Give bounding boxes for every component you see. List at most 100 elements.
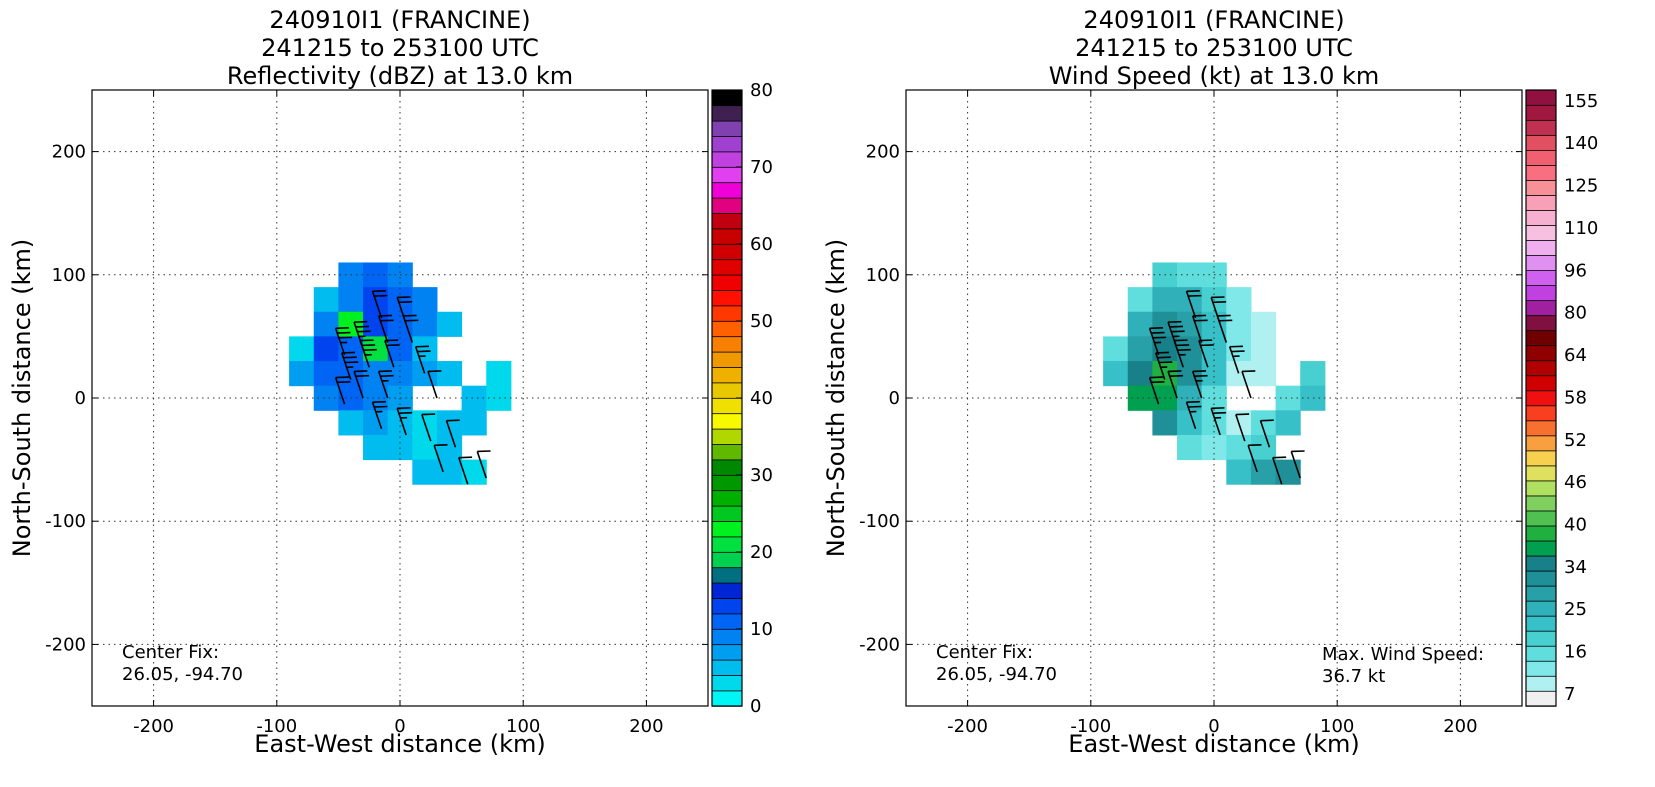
field-cell — [436, 311, 463, 337]
field-cell — [1226, 434, 1252, 461]
wind-barb — [433, 444, 448, 473]
wind-barb-staff — [359, 340, 370, 368]
x-tick-label: 100 — [506, 716, 540, 737]
wind-barb — [1173, 339, 1191, 368]
max-wind-annotation: 36.7 kt — [1322, 666, 1385, 687]
wind-barb — [371, 290, 388, 319]
y-tick-label: -100 — [45, 511, 86, 532]
wind-barb — [1155, 351, 1173, 380]
colorbar-segment — [711, 181, 743, 199]
wind-barb — [1228, 345, 1245, 374]
colorbar-segment — [711, 659, 743, 676]
colorbar-segment — [711, 212, 743, 230]
wind-barb-staff — [1185, 291, 1197, 319]
y-tick-label: 200 — [866, 142, 900, 163]
colorbar-segment — [711, 105, 743, 122]
colorbar-tick-label: 155 — [1564, 91, 1598, 112]
colorbar-segment — [1525, 239, 1557, 256]
colorbar-tick-label: 7 — [1564, 684, 1575, 705]
wind-barb-staff — [1228, 346, 1240, 374]
field-cell — [436, 361, 463, 387]
colorbar-segment — [711, 567, 743, 584]
colorbar-segment — [1525, 149, 1557, 166]
wind-speed-panel: 240910I1 (FRANCINE)241215 to 253100 UTCW… — [822, 6, 1598, 758]
colorbar-segment — [711, 674, 743, 692]
colorbar-segment — [1525, 525, 1557, 542]
colorbar-tick-label: 25 — [1564, 599, 1587, 620]
field-cell — [1177, 410, 1203, 436]
colorbar-segment — [1525, 284, 1557, 302]
wind-barb-staff — [1290, 451, 1301, 479]
colorbar-segment — [1525, 510, 1557, 527]
y-tick-label: 0 — [889, 388, 900, 409]
colorbar-segment — [711, 520, 743, 538]
colorbar-segment — [1525, 89, 1557, 106]
wind-barb-staff — [377, 371, 389, 399]
field-cell — [1275, 410, 1301, 436]
colorbar-tick-label: 16 — [1564, 642, 1587, 663]
colorbar-segment — [711, 89, 743, 107]
colorbar-segment — [1525, 194, 1557, 211]
field-cell — [461, 410, 487, 436]
x-tick-label: -100 — [256, 716, 297, 737]
colorbar-segment — [711, 120, 743, 137]
wind-barb — [1259, 419, 1274, 448]
colorbar-segment — [711, 166, 743, 184]
colorbar-segment — [1525, 224, 1557, 241]
wind-barb-staff — [402, 315, 414, 343]
colorbar-segment — [1525, 555, 1557, 572]
wind-barb-staff — [1173, 340, 1184, 368]
wind-barb-staff — [384, 340, 395, 368]
wind-barb-staff — [1185, 401, 1197, 430]
colorbar-segment — [1525, 104, 1557, 121]
colorbar-segment — [711, 474, 743, 492]
wind-barb — [421, 413, 436, 442]
colorbar-segment — [711, 197, 743, 214]
wind-barb-staff — [1235, 414, 1246, 442]
colorbar-segment — [1525, 360, 1557, 377]
colorbar-segment — [1525, 570, 1557, 587]
colorbar-segment — [1525, 209, 1557, 226]
colorbar-segment — [711, 505, 743, 522]
chart-title-line: Wind Speed (kt) at 13.0 km — [1049, 62, 1380, 90]
wind-barb — [1148, 327, 1167, 356]
x-tick-label: 200 — [629, 716, 663, 737]
colorbar-tick-label: 10 — [750, 619, 773, 640]
colorbar-segment — [711, 582, 743, 599]
field-cell — [313, 311, 339, 337]
field-cell — [363, 434, 389, 461]
field-cell — [1226, 287, 1252, 313]
colorbar-segment — [1525, 600, 1557, 617]
wind-barb — [1247, 444, 1262, 473]
wind-barb — [396, 407, 413, 436]
colorbar-segment — [1525, 675, 1557, 692]
colorbar-tick-label: 125 — [1564, 176, 1598, 197]
colorbar-tick-label: 0 — [750, 696, 761, 717]
wind-barb — [476, 450, 491, 479]
field-cell — [1300, 385, 1326, 411]
colorbar-segment — [1525, 480, 1557, 497]
y-tick-label: -200 — [45, 634, 86, 655]
colorbar-segment — [711, 644, 743, 661]
colorbar-segment — [1525, 450, 1557, 467]
wind-barb — [1210, 407, 1227, 436]
field-cell — [412, 287, 438, 313]
wind-barb-staff — [427, 371, 438, 399]
colorbar-segment — [1525, 420, 1557, 437]
colorbar-segment — [711, 274, 743, 291]
colorbar-tick-label: 58 — [1564, 387, 1587, 408]
colorbar-segment — [711, 305, 743, 322]
wind-barb — [377, 370, 394, 399]
colorbar-tick-label: 80 — [750, 80, 773, 101]
colorbar-tick-label: 50 — [750, 311, 773, 332]
field-cell — [1103, 361, 1129, 387]
wind-barb — [334, 376, 351, 405]
colorbar-tick-label: 40 — [1564, 515, 1587, 536]
colorbar-segment — [711, 228, 743, 245]
wind-barb — [1235, 413, 1250, 442]
colorbar-segment — [711, 366, 743, 384]
y-tick-label: 0 — [75, 388, 86, 409]
field-cell — [1127, 361, 1153, 387]
wind-barb-staff — [377, 315, 389, 343]
